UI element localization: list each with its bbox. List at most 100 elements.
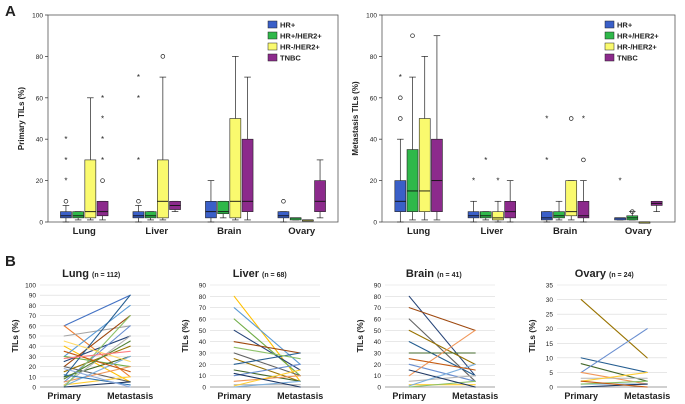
y-tick-label: 50 bbox=[199, 328, 207, 335]
outlier-circle bbox=[160, 54, 166, 59]
box-tnbc bbox=[577, 201, 590, 219]
boxplot-metastasis-tils: 0 20 40 60 80 100 Metastasis TILs (%) Lung * Live… bbox=[351, 13, 676, 237]
y-tick-label: 60 bbox=[36, 95, 44, 102]
patient-line bbox=[408, 341, 476, 377]
patient-line bbox=[233, 346, 301, 360]
legend-label: HR+/HER2+ bbox=[280, 32, 322, 41]
category-label-brain: Brain bbox=[553, 226, 577, 237]
category-label-liver: Liver bbox=[145, 226, 168, 237]
category-label-liver: Liver bbox=[481, 226, 504, 237]
y-axis-label: TILs (%) bbox=[527, 319, 537, 352]
y-axis-label: Metastasis TILs (%) bbox=[351, 81, 360, 156]
patient-line bbox=[63, 315, 131, 368]
patient-line bbox=[63, 350, 131, 373]
box-hr- bbox=[132, 211, 145, 219]
subplot-n-label: (n = 24) bbox=[609, 272, 634, 279]
y-tick-label: 80 bbox=[29, 303, 37, 310]
patient-line bbox=[233, 375, 301, 382]
legend-swatch bbox=[604, 42, 615, 51]
y-tick-label: 20 bbox=[546, 326, 554, 333]
y-tick-label: 0 bbox=[202, 385, 206, 392]
y-tick-label: 0 bbox=[549, 385, 553, 392]
patient-line bbox=[580, 380, 648, 388]
outlier-star: * bbox=[545, 156, 548, 165]
patient-line bbox=[233, 352, 301, 377]
patient-line bbox=[63, 350, 131, 359]
outlier-star: * bbox=[619, 177, 622, 186]
outlier-circle bbox=[398, 95, 403, 101]
y-tick-label: 35 bbox=[546, 283, 554, 290]
y-axis-label: TILs (%) bbox=[180, 319, 190, 352]
y-tick-label: 90 bbox=[374, 283, 382, 290]
patient-line bbox=[408, 307, 476, 331]
patient-line bbox=[63, 340, 131, 380]
patient-line bbox=[233, 363, 301, 377]
x-label-metastasis: Metastasis bbox=[277, 391, 323, 401]
patient-line bbox=[580, 299, 648, 359]
category-label-ovary: Ovary bbox=[625, 226, 653, 237]
y-tick-label: 90 bbox=[29, 293, 37, 300]
patient-line bbox=[63, 294, 131, 378]
y-tick-label: 40 bbox=[36, 137, 44, 144]
subplot-n-label: (n = 41) bbox=[437, 272, 462, 279]
box-hr- bbox=[394, 180, 407, 212]
outlier-circle bbox=[136, 199, 141, 204]
y-tick-label: 20 bbox=[374, 362, 382, 369]
outlier-circle bbox=[398, 116, 403, 121]
legend-label: HR+ bbox=[280, 21, 296, 30]
patient-line bbox=[408, 295, 476, 377]
patient-line bbox=[63, 340, 131, 363]
patient-line bbox=[63, 376, 131, 386]
outlier-star: * bbox=[64, 177, 67, 186]
legend-label: HR+ bbox=[617, 21, 633, 30]
y-tick-label: 100 bbox=[25, 283, 36, 290]
box-hr- bbox=[541, 211, 553, 221]
outlier-circle bbox=[281, 199, 286, 204]
outlier-star: * bbox=[101, 135, 104, 144]
x-label-primary: Primary bbox=[564, 391, 598, 401]
y-tick-label: 70 bbox=[29, 313, 37, 320]
patient-line bbox=[233, 341, 301, 354]
y-tick-label: 80 bbox=[36, 54, 44, 61]
panel-a-label: A bbox=[5, 3, 16, 20]
box-hr-her2- bbox=[406, 149, 419, 212]
patient-line bbox=[63, 345, 131, 373]
outlier-star: * bbox=[582, 115, 585, 124]
box-tnbc bbox=[431, 138, 443, 212]
outlier-star: * bbox=[101, 115, 104, 124]
legend-swatch bbox=[267, 31, 278, 40]
subplot-title: Brain bbox=[406, 268, 434, 280]
y-tick-label: 60 bbox=[370, 95, 378, 102]
legend-swatch bbox=[267, 42, 278, 51]
y-tick-label: 40 bbox=[374, 339, 382, 346]
box-hr- bbox=[277, 211, 290, 219]
patient-line bbox=[63, 294, 131, 327]
patient-line bbox=[580, 371, 648, 382]
box-hr-her2- bbox=[229, 118, 242, 219]
y-tick-label: 70 bbox=[199, 305, 207, 312]
patient-line bbox=[233, 352, 301, 365]
patient-line bbox=[408, 369, 476, 388]
x-label-primary: Primary bbox=[392, 391, 426, 401]
patient-line bbox=[580, 380, 648, 385]
y-tick-label: 80 bbox=[374, 294, 382, 301]
box-hr-her2- bbox=[144, 211, 157, 219]
box-hr- bbox=[205, 201, 217, 219]
patient-line bbox=[408, 358, 476, 371]
outlier-star: * bbox=[496, 177, 499, 186]
outlier-circle bbox=[630, 209, 635, 214]
outlier-star: * bbox=[399, 73, 402, 82]
box-hr-her2- bbox=[217, 201, 229, 215]
box-hr-her2- bbox=[72, 211, 84, 219]
outlier-star: * bbox=[472, 177, 475, 186]
patient-line bbox=[580, 357, 648, 373]
outlier-star: * bbox=[64, 156, 67, 165]
outlier-circle bbox=[100, 178, 105, 183]
box-tnbc bbox=[314, 180, 326, 212]
patient-line bbox=[63, 366, 131, 383]
outlier-circle bbox=[568, 116, 574, 121]
legend-label: HR+/HER2+ bbox=[617, 32, 659, 41]
patient-line bbox=[233, 295, 301, 382]
legend-swatch bbox=[267, 53, 278, 62]
y-tick-label: 30 bbox=[546, 297, 554, 304]
